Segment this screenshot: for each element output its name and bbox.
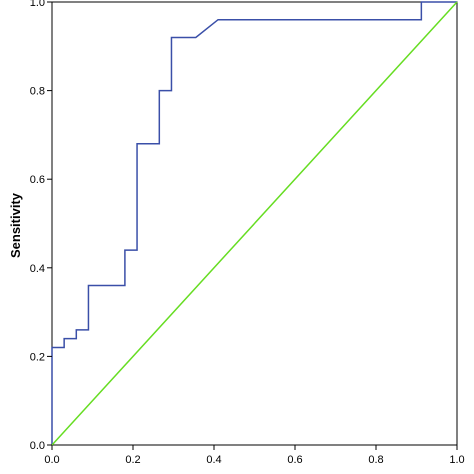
y-axis: 0.0 0.2 0.4 0.6 0.8 1.0 — [30, 0, 52, 452]
roc-curve-line — [51, 1, 457, 445]
y-tick-label: 0.0 — [30, 440, 45, 452]
x-tick-label: 0.2 — [125, 454, 140, 466]
x-tick-label: 0.8 — [368, 454, 383, 466]
x-tick-label: 0.0 — [44, 454, 59, 466]
series-layer — [51, 1, 458, 446]
x-tick-label: 0.6 — [287, 454, 302, 466]
y-tick-label: 0.2 — [30, 351, 45, 363]
reference-diagonal-line — [51, 1, 458, 446]
y-axis-title: Sensitivity — [8, 192, 23, 258]
x-tick-label: 1.0 — [449, 454, 464, 466]
x-tick-label: 0.4 — [206, 454, 221, 466]
y-tick-label: 0.8 — [30, 86, 45, 98]
x-axis: 0.0 0.2 0.4 0.6 0.8 1.0 — [44, 445, 465, 466]
y-tick-label: 0.4 — [30, 263, 45, 275]
y-tick-label: 1.0 — [30, 0, 45, 9]
y-tick-label: 0.6 — [30, 174, 45, 186]
